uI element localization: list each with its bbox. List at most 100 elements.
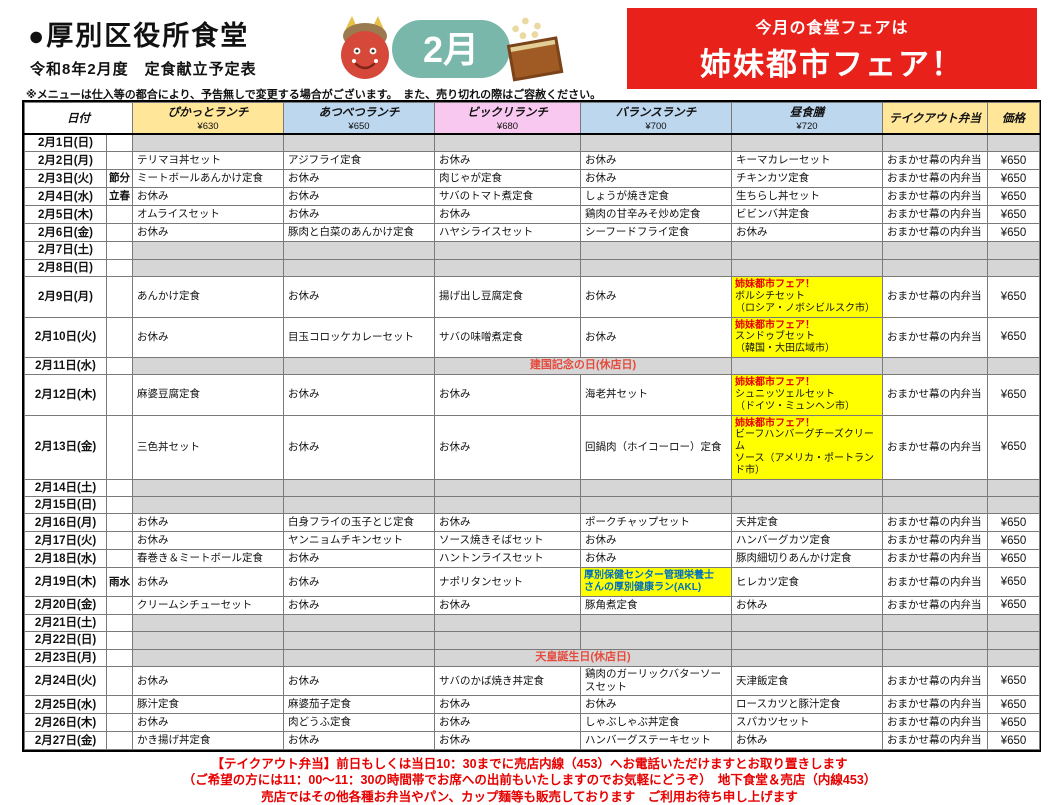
holiday-label: 建国記念の日(休店日) — [529, 359, 637, 372]
date-cell: 2月24日(火) — [24, 666, 107, 697]
season-cell: 雨水 — [106, 567, 133, 597]
holiday-cell: 建国記念の日(休店日) — [434, 356, 732, 376]
holiday-label: 天皇誕生日(休店日) — [535, 651, 631, 664]
closed-cell — [132, 356, 284, 376]
closed-cell — [283, 631, 435, 650]
table-row: 2月4日(水) 立春 お休み お休み サバのトマト煮定食 しょうが焼き定食 生ちらし丼セット… — [24, 187, 1040, 207]
menu-cell: しょうが焼き定食 — [580, 187, 732, 207]
closed-cell — [132, 496, 284, 515]
price-cell: ¥650 — [987, 205, 1040, 225]
menu-cell: 天津飯定食 — [731, 666, 883, 697]
column-header: テイクアウト弁当 — [882, 102, 988, 135]
menu-change-note: ※メニューは仕入等の都合により、予告無しで変更する場合がございます。 また、売り… — [26, 89, 602, 101]
menu-cell: お休み — [580, 531, 732, 551]
menu-cell: お休み — [731, 596, 883, 615]
table-row: 2月12日(木) 麻婆豆腐定食 お休み お休み 海老丼セット 姉妹都市フェア！ シュニッツェ… — [24, 374, 1040, 416]
closed-cell — [132, 133, 284, 153]
menu-cell: お休み — [132, 316, 284, 358]
menu-cell: ハントンライスセット — [434, 549, 581, 569]
closed-cell — [434, 241, 581, 260]
column-header: 日付 — [24, 102, 133, 135]
menu-cell: お休み — [434, 374, 581, 416]
date-cell: 2月16日(月) — [24, 513, 107, 533]
season-cell — [106, 513, 133, 533]
closed-cell — [987, 648, 1040, 668]
price-cell: ¥650 — [987, 169, 1040, 189]
season-cell — [106, 374, 133, 416]
beans-icon — [506, 17, 564, 82]
menu-cell-health: 厚別保健センター管理栄養士 さんの厚別健康ラン(AKL) — [580, 567, 732, 597]
closed-cell — [882, 478, 988, 498]
takeout-cell: おまかせ幕の内弁当 — [882, 205, 988, 225]
closed-cell — [434, 133, 581, 153]
menu-cell: ヒレカツ定食 — [731, 567, 883, 597]
season-cell — [106, 241, 133, 260]
closed-cell — [882, 241, 988, 260]
menu-cell: ソース焼きそばセット — [434, 531, 581, 551]
menu-cell: 回鍋肉（ホイコーロー）定食 — [580, 414, 732, 480]
closed-cell — [731, 478, 883, 498]
price-cell: ¥650 — [987, 531, 1040, 551]
menu-cell: お休み — [283, 205, 435, 225]
closed-cell — [731, 258, 883, 278]
closed-cell — [987, 631, 1040, 650]
date-cell: 2月22日(日) — [24, 631, 107, 650]
date-cell: 2月9日(月) — [24, 276, 107, 318]
closed-cell — [283, 133, 435, 153]
closed-cell — [283, 613, 435, 633]
table-row: 2月19日(木) 雨水 お休み お休み ナポリタンセット 厚別保健センター管理栄養士 さんの… — [24, 567, 1040, 597]
menu-cell: 生ちらし丼セット — [731, 187, 883, 207]
price-cell: ¥650 — [987, 414, 1040, 480]
price-cell: ¥650 — [987, 713, 1040, 733]
menu-cell: 三色丼セット — [132, 414, 284, 480]
takeout-cell: おまかせ幕の内弁当 — [882, 169, 988, 189]
menu-cell: お休み — [580, 316, 732, 358]
table-row: 2月20日(金) クリームシチューセット お休み お休み 豚角煮定食 お休み おまかせ幕の内… — [24, 596, 1040, 615]
closed-cell — [434, 496, 581, 515]
closed-cell — [731, 648, 883, 668]
table-row: 2月3日(火) 節分 ミートボールあんかけ定食 お休み 肉じゃが定食 お休み チキンカツ定食… — [24, 169, 1040, 189]
closed-cell — [987, 613, 1040, 633]
date-cell: 2月7日(土) — [24, 241, 107, 260]
table-row: 2月1日(日) — [24, 133, 1040, 153]
holiday-cell: 天皇誕生日(休店日) — [434, 648, 732, 668]
table-row: 2月8日(日) — [24, 258, 1040, 278]
menu-line: シュニッツェルセット — [735, 389, 835, 401]
menu-cell: ビビンバ丼定食 — [731, 205, 883, 225]
menu-cell-fair: 姉妹都市フェア！ ビーフハンバーグチーズクリーム ソース（アメリカ・ポートランド市） — [731, 414, 883, 480]
column-price: ¥720 — [796, 121, 818, 132]
closed-cell — [987, 258, 1040, 278]
menu-cell: キーマカレーセット — [731, 151, 883, 171]
season-cell — [106, 356, 133, 376]
menu-line: さんの厚別健康ラン(AKL) — [584, 582, 702, 594]
closed-cell — [987, 356, 1040, 376]
date-cell: 2月2日(月) — [24, 151, 107, 171]
table-row: 2月13日(金) 三色丼セット お休み お休み 回鍋肉（ホイコーロー）定食 姉妹都市フェア… — [24, 414, 1040, 480]
column-label: 昼食膳 — [789, 107, 825, 119]
price-cell: ¥650 — [987, 513, 1040, 533]
takeout-cell: おまかせ幕の内弁当 — [882, 187, 988, 207]
table-row: 2月11日(水) 建国記念の日(休店日) — [24, 356, 1040, 376]
closed-cell — [283, 496, 435, 515]
price-cell: ¥650 — [987, 731, 1040, 751]
date-cell: 2月6日(金) — [24, 223, 107, 243]
table-row: 2月7日(土) — [24, 241, 1040, 260]
takeout-cell: おまかせ幕の内弁当 — [882, 414, 988, 480]
closed-cell — [283, 478, 435, 498]
takeout-cell: おまかせ幕の内弁当 — [882, 223, 988, 243]
table-header-row: 日付 ぴかっとランチ ¥630 あつべつランチ ¥650 ビックリランチ ¥680 バランスラ… — [24, 102, 1040, 135]
season-cell — [106, 133, 133, 153]
menu-cell: お休み — [434, 414, 581, 480]
table-row: 2月24日(火) お休み お休み サバのかば焼き丼定食 鶏肉のガーリックバターソースセッ… — [24, 666, 1040, 697]
date-cell: 2月18日(水) — [24, 549, 107, 569]
menu-cell: お休み — [283, 414, 435, 480]
menu-cell: 春巻き＆ミートボール定食 — [132, 549, 284, 569]
menu-cell: スパカツセット — [731, 713, 883, 733]
date-cell: 2月27日(金) — [24, 731, 107, 751]
menu-cell: お休み — [132, 666, 284, 697]
price-cell: ¥650 — [987, 596, 1040, 615]
column-label: ビックリランチ — [467, 107, 548, 119]
closed-cell — [882, 613, 988, 633]
closed-cell — [434, 631, 581, 650]
menu-cell: お休み — [434, 596, 581, 615]
